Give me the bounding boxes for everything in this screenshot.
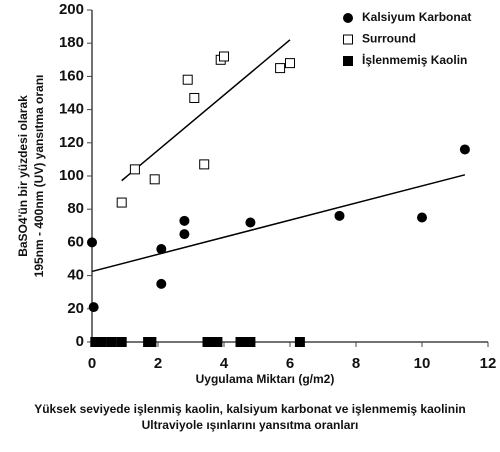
y-tick-label: 60: [67, 233, 84, 250]
point: [202, 337, 213, 347]
point: [116, 197, 127, 208]
point: [417, 212, 427, 223]
point: [88, 302, 99, 313]
point: [149, 174, 160, 185]
caption: Yüksek seviyede işlenmiş kaolin, kalsiyu…: [34, 402, 466, 416]
trend-line: [121, 39, 291, 182]
y-tick-label: 200: [59, 1, 84, 18]
point: [334, 210, 345, 221]
point: [146, 337, 157, 347]
point: [459, 144, 470, 155]
point: [275, 63, 286, 74]
x-tick-label: 8: [352, 355, 360, 372]
point: [129, 164, 140, 175]
y-tick-label: 0: [76, 333, 84, 350]
legend-label: Surround: [362, 32, 416, 46]
y-axis-label: 195nm - 400nm (UV) yansıtma oranı: [32, 75, 46, 278]
legend-marker: [343, 13, 353, 23]
point: [179, 229, 190, 240]
legend-marker: [343, 56, 353, 66]
point: [156, 278, 167, 289]
point: [235, 337, 246, 347]
x-tick-label: 4: [220, 355, 229, 372]
point: [182, 74, 193, 85]
legend-label: İşlenmemiş Kaolin: [362, 52, 467, 67]
point: [96, 337, 107, 347]
legend-label: Kalsiyum Karbonat: [362, 10, 471, 24]
point: [219, 51, 229, 62]
point: [87, 237, 97, 248]
x-axis-label: Uygulama Miktarı (g/m2): [196, 372, 335, 386]
point: [245, 217, 256, 228]
point: [294, 337, 305, 347]
y-tick-label: 20: [67, 300, 84, 317]
point: [179, 215, 190, 226]
y-tick-label: 180: [59, 34, 84, 51]
point: [285, 58, 295, 69]
y-tick-label: 120: [59, 134, 84, 151]
y-tick-label: 140: [59, 101, 84, 118]
y-tick-label: 40: [67, 267, 84, 284]
y-tick-label: 80: [67, 200, 84, 217]
point: [90, 337, 101, 347]
y-tick-label: 160: [59, 67, 84, 84]
point: [199, 159, 210, 170]
x-tick-label: 10: [414, 355, 431, 372]
x-tick-label: 0: [88, 355, 96, 372]
point: [156, 244, 167, 255]
x-tick-label: 6: [286, 355, 294, 372]
point: [212, 337, 223, 347]
point: [245, 337, 256, 347]
y-axis-label: BaSO4'ün bir yüzdesi olarak: [16, 95, 30, 257]
point: [189, 92, 200, 103]
legend-marker: [343, 34, 353, 45]
point: [116, 337, 127, 347]
caption: Ultraviyole ışınlarını yansıtma oranları: [142, 418, 359, 432]
y-tick-label: 100: [59, 167, 84, 184]
x-tick-label: 2: [154, 355, 162, 372]
trend-line: [91, 174, 466, 273]
point: [106, 337, 117, 347]
x-tick-label: 12: [480, 355, 497, 372]
